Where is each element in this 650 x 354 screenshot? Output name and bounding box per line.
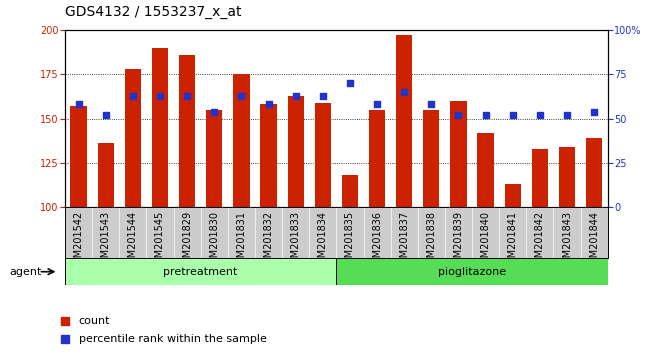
Point xyxy=(344,80,355,86)
Bar xyxy=(315,103,331,207)
Text: GSM201837: GSM201837 xyxy=(399,211,410,270)
Point xyxy=(426,102,437,107)
Text: GSM201829: GSM201829 xyxy=(182,211,192,270)
Point xyxy=(535,112,545,118)
Text: GSM201836: GSM201836 xyxy=(372,211,382,270)
Point xyxy=(291,93,301,98)
Bar xyxy=(98,143,114,207)
Point xyxy=(263,102,274,107)
Bar xyxy=(396,35,412,207)
Text: GSM201835: GSM201835 xyxy=(345,211,355,270)
Text: GSM201834: GSM201834 xyxy=(318,211,328,270)
Bar xyxy=(423,110,439,207)
Text: pioglitazone: pioglitazone xyxy=(438,267,506,277)
Text: percentile rank within the sample: percentile rank within the sample xyxy=(79,334,266,344)
Bar xyxy=(233,74,250,207)
Point xyxy=(101,112,111,118)
Text: GSM201840: GSM201840 xyxy=(480,211,491,270)
Text: GSM201542: GSM201542 xyxy=(73,211,84,270)
Bar xyxy=(287,96,304,207)
Point xyxy=(331,53,342,58)
Point xyxy=(399,89,410,95)
Text: GSM201545: GSM201545 xyxy=(155,211,165,270)
Text: GSM201838: GSM201838 xyxy=(426,211,436,270)
Bar xyxy=(559,147,575,207)
Text: GDS4132 / 1553237_x_at: GDS4132 / 1553237_x_at xyxy=(65,5,242,19)
Bar xyxy=(478,133,494,207)
Bar xyxy=(65,258,337,285)
Text: GSM201831: GSM201831 xyxy=(237,211,246,270)
Text: pretreatment: pretreatment xyxy=(164,267,238,277)
Bar xyxy=(532,149,548,207)
Bar xyxy=(70,106,86,207)
Bar xyxy=(450,101,467,207)
Point xyxy=(331,220,342,226)
Point xyxy=(318,93,328,98)
Bar xyxy=(337,258,608,285)
Point xyxy=(73,102,84,107)
Bar xyxy=(261,104,277,207)
Point xyxy=(372,102,382,107)
Bar xyxy=(369,110,385,207)
Point xyxy=(589,109,599,114)
Point xyxy=(209,109,220,114)
Bar xyxy=(179,55,195,207)
Text: GSM201832: GSM201832 xyxy=(263,211,274,270)
Point xyxy=(236,93,246,98)
Bar xyxy=(152,48,168,207)
Text: GSM201833: GSM201833 xyxy=(291,211,301,270)
Bar xyxy=(342,175,358,207)
Text: count: count xyxy=(79,315,110,326)
Text: GSM201543: GSM201543 xyxy=(101,211,111,270)
Text: GSM201844: GSM201844 xyxy=(589,211,599,270)
Point xyxy=(155,93,165,98)
Point xyxy=(508,112,518,118)
Text: agent: agent xyxy=(10,267,42,277)
Bar xyxy=(586,138,603,207)
Text: GSM201830: GSM201830 xyxy=(209,211,219,270)
Point xyxy=(480,112,491,118)
Text: GSM201839: GSM201839 xyxy=(454,211,463,270)
Point xyxy=(127,93,138,98)
Point xyxy=(562,112,572,118)
Bar xyxy=(125,69,141,207)
Text: GSM201544: GSM201544 xyxy=(128,211,138,270)
Text: GSM201841: GSM201841 xyxy=(508,211,518,270)
Bar xyxy=(504,184,521,207)
Point xyxy=(453,112,463,118)
Point xyxy=(182,93,192,98)
Text: GSM201842: GSM201842 xyxy=(535,211,545,270)
Text: GSM201843: GSM201843 xyxy=(562,211,572,270)
Bar xyxy=(206,110,222,207)
